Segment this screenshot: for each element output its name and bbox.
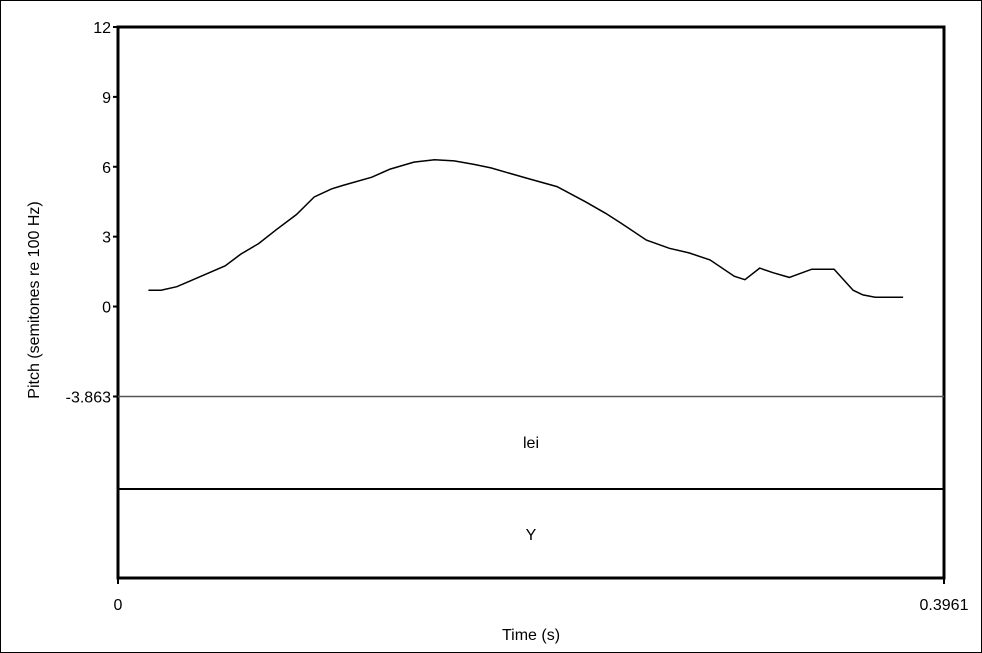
y-axis-ticks: 12 9 6 3 0 -3.863	[66, 20, 118, 407]
x-axis-title: Time (s)	[502, 627, 560, 644]
y-axis-title: Pitch (semitones re 100 Hz)	[26, 201, 43, 398]
plot-box	[116, 25, 946, 580]
pitch-contour-line	[148, 159, 904, 298]
y-tick-label: -3.863	[66, 390, 111, 407]
x-tick-label-end: 0.3961	[920, 597, 969, 614]
tier-1-label: lei	[523, 435, 539, 452]
y-tick-label: 0	[102, 300, 111, 317]
y-tick-label: 6	[102, 160, 111, 177]
y-tick-label: 12	[93, 20, 111, 37]
y-tick-label: 9	[102, 90, 111, 107]
x-tick-label-start: 0	[114, 597, 123, 614]
tier-2-label: Y	[526, 527, 537, 544]
y-tick-label: 3	[102, 230, 111, 247]
